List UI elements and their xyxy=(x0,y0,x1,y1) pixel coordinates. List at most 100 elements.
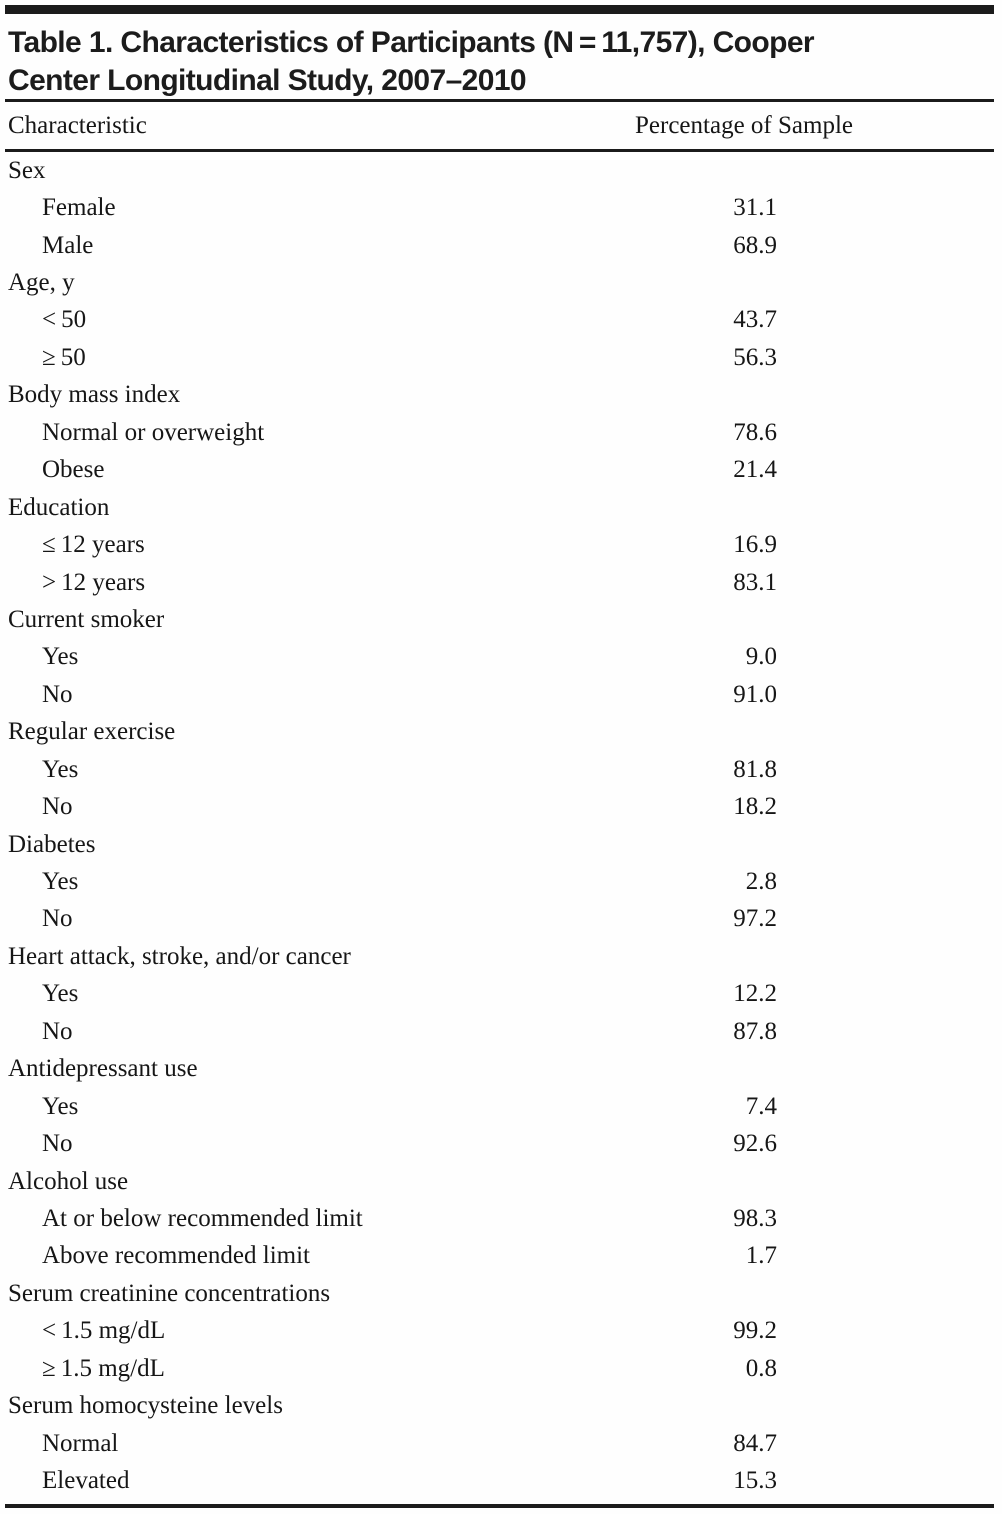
row-label: Yes xyxy=(42,1092,79,1120)
row-label: No xyxy=(42,1017,73,1045)
row-value: 16.9 xyxy=(733,531,777,559)
row-label: Yes xyxy=(42,868,79,896)
table-group-row: Serum homocysteine levels xyxy=(0,1387,1002,1424)
table-group-row: Education xyxy=(0,489,1002,526)
table-group-row: Heart attack, stroke, and/or cancer xyxy=(0,938,1002,975)
row-label: < 50 xyxy=(42,306,87,334)
row-label: Obese xyxy=(42,456,105,484)
row-value: 15.3 xyxy=(733,1467,777,1495)
row-value: 9.0 xyxy=(745,643,777,671)
row-label: Body mass index xyxy=(8,381,181,409)
row-label: < 1.5 mg/dL xyxy=(42,1317,166,1345)
table-group-row: Regular exercise xyxy=(0,714,1002,751)
row-value: 98.3 xyxy=(733,1204,777,1232)
row-label: Serum homocysteine levels xyxy=(8,1392,283,1420)
row-label: > 12 years xyxy=(42,568,146,596)
row-label: ≤ 12 years xyxy=(42,531,145,559)
row-label: Regular exercise xyxy=(8,718,176,746)
row-label: Alcohol use xyxy=(8,1167,129,1195)
header-bottom-rule xyxy=(5,149,994,152)
top-rule xyxy=(5,5,994,14)
row-value: 43.7 xyxy=(733,306,777,334)
table-row: ≥ 50 56.3 xyxy=(0,339,1002,376)
row-label: No xyxy=(42,793,73,821)
row-label: No xyxy=(42,905,73,933)
table-row: Above recommended limit 1.7 xyxy=(0,1238,1002,1275)
table-group-row: Body mass index xyxy=(0,377,1002,414)
row-label: No xyxy=(42,680,73,708)
table-row: < 50 43.7 xyxy=(0,302,1002,339)
column-header-percentage: Percentage of Sample xyxy=(635,111,853,139)
row-label: Antidepressant use xyxy=(8,1055,198,1083)
row-label: Normal or overweight xyxy=(42,418,265,446)
row-value: 7.4 xyxy=(745,1092,777,1120)
table-row: No 97.2 xyxy=(0,901,1002,938)
row-label: Heart attack, stroke, and/or cancer xyxy=(8,942,351,970)
table-row: Yes 9.0 xyxy=(0,639,1002,676)
row-label: Age, y xyxy=(8,269,75,297)
row-value: 78.6 xyxy=(733,418,777,446)
row-label: Elevated xyxy=(42,1467,130,1495)
row-label: Above recommended limit xyxy=(42,1242,310,1270)
row-label: Yes xyxy=(42,980,79,1008)
row-label: Education xyxy=(8,493,110,521)
row-value: 99.2 xyxy=(733,1317,777,1345)
column-header-characteristic: Characteristic xyxy=(8,111,147,139)
table-group-row: Serum creatinine concentrations xyxy=(0,1275,1002,1312)
table-row: Male 68.9 xyxy=(0,227,1002,264)
table-row: Yes 2.8 xyxy=(0,863,1002,900)
row-label: Yes xyxy=(42,755,79,783)
table-row: Yes 7.4 xyxy=(0,1088,1002,1125)
table-row: Elevated 15.3 xyxy=(0,1462,1002,1499)
row-value: 2.8 xyxy=(745,868,777,896)
row-value: 92.6 xyxy=(733,1130,777,1158)
row-value: 0.8 xyxy=(745,1354,777,1382)
table-row: No 91.0 xyxy=(0,676,1002,713)
table-row: Yes 12.2 xyxy=(0,976,1002,1013)
row-label: Yes xyxy=(42,643,79,671)
row-label: Serum creatinine concentrations xyxy=(8,1279,331,1307)
table-row: No 92.6 xyxy=(0,1125,1002,1162)
table-row: ≤ 12 years 16.9 xyxy=(0,526,1002,563)
row-label: Male xyxy=(42,231,94,259)
table-row: > 12 years 83.1 xyxy=(0,564,1002,601)
row-value: 12.2 xyxy=(733,980,777,1008)
row-label: ≥ 50 xyxy=(42,343,86,371)
row-value: 83.1 xyxy=(733,568,777,596)
bottom-rule xyxy=(5,1504,994,1508)
table-group-row: Age, y xyxy=(0,264,1002,301)
row-value: 21.4 xyxy=(733,456,777,484)
table-row: Normal or overweight 78.6 xyxy=(0,414,1002,451)
row-label: Current smoker xyxy=(8,605,165,633)
row-value: 81.8 xyxy=(733,755,777,783)
table-group-row: Current smoker xyxy=(0,601,1002,638)
row-value: 68.9 xyxy=(733,231,777,259)
row-value: 31.1 xyxy=(733,194,777,222)
row-value: 56.3 xyxy=(733,343,777,371)
table-row: No 18.2 xyxy=(0,788,1002,825)
row-label: At or below recommended limit xyxy=(42,1204,363,1232)
table-row: Obese 21.4 xyxy=(0,452,1002,489)
row-label: Female xyxy=(42,194,116,222)
table-row: At or below recommended limit 98.3 xyxy=(0,1200,1002,1237)
row-label: ≥ 1.5 mg/dL xyxy=(42,1354,165,1382)
table-header-row: Characteristic Percentage of Sample xyxy=(0,102,1002,149)
table-title-line1: Table 1. Characteristics of Participants… xyxy=(8,26,815,59)
row-value: 91.0 xyxy=(733,680,777,708)
table-row: < 1.5 mg/dL 99.2 xyxy=(0,1313,1002,1350)
row-value: 18.2 xyxy=(733,793,777,821)
row-label: Normal xyxy=(42,1429,119,1457)
row-label: Sex xyxy=(8,156,46,184)
table-row: ≥ 1.5 mg/dL 0.8 xyxy=(0,1350,1002,1387)
table-row: No 87.8 xyxy=(0,1013,1002,1050)
table-group-row: Diabetes xyxy=(0,826,1002,863)
row-value: 1.7 xyxy=(745,1242,777,1270)
row-value: 97.2 xyxy=(733,905,777,933)
row-label: Diabetes xyxy=(8,830,96,858)
table-group-row: Antidepressant use xyxy=(0,1051,1002,1088)
table-title-line2: Center Longitudinal Study, 2007–2010 xyxy=(8,64,527,97)
table-row: Normal 84.7 xyxy=(0,1425,1002,1462)
table-row: Yes 81.8 xyxy=(0,751,1002,788)
table-group-row: Sex xyxy=(0,152,1002,189)
